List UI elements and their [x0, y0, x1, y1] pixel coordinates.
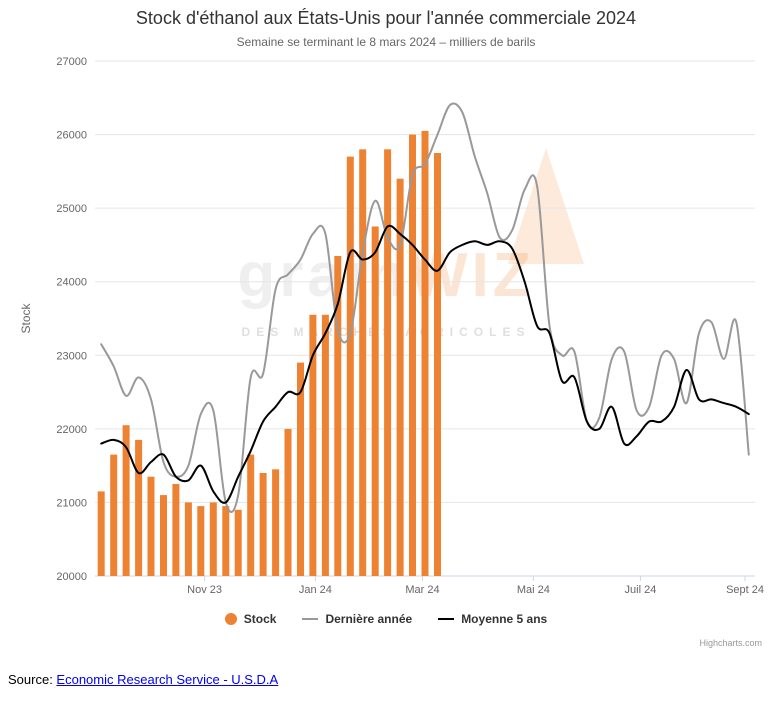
chart-plot-area: 20000 21000 22000 23000 24000 25000 26000 27000… [19, 56, 764, 596]
svg-text:25000: 25000 [56, 203, 87, 215]
svg-text:Nov 23: Nov 23 [187, 584, 222, 596]
legend-label-stock: Stock [243, 612, 277, 626]
average-series-line-icon [438, 618, 455, 620]
legend-label-last-year: Dernière année [325, 612, 413, 626]
svg-text:Sept 24: Sept 24 [726, 584, 764, 596]
legend-item-stock[interactable]: Stock [224, 612, 277, 626]
svg-text:24000: 24000 [56, 277, 87, 289]
last-year-series-line-icon [302, 618, 319, 620]
svg-text:20000: 20000 [56, 571, 87, 583]
chart-subtitle: Semaine se terminant le 8 mars 2024 – mi… [236, 35, 536, 49]
svg-text:22000: 22000 [56, 424, 87, 436]
svg-text:21000: 21000 [56, 497, 87, 509]
chart-legend: Stock Dernière année Moyenne 5 ans [0, 612, 772, 626]
svg-text:Mar 24: Mar 24 [405, 584, 439, 596]
legend-item-5yr-average[interactable]: Moyenne 5 ans [438, 612, 547, 626]
svg-text:26000: 26000 [56, 130, 87, 142]
svg-text:Stock: Stock [19, 302, 33, 333]
source-row: Source: Economic Research Service - U.S.… [8, 672, 278, 687]
stock-series-marker-icon [224, 613, 237, 625]
svg-text:23000: 23000 [56, 350, 87, 362]
highcharts-credits-link[interactable]: Highcharts.com [699, 638, 762, 648]
source-label: Source: [8, 672, 57, 687]
svg-text:Jan 24: Jan 24 [299, 584, 332, 596]
svg-text:Juil 24: Juil 24 [625, 584, 657, 596]
svg-text:Mai 24: Mai 24 [517, 584, 550, 596]
source-link[interactable]: Economic Research Service - U.S.D.A [56, 672, 279, 687]
legend-label-5yr-average: Moyenne 5 ans [461, 612, 548, 626]
chart-title: Stock d'éthanol aux États-Unis pour l'an… [135, 8, 637, 28]
legend-item-last-year[interactable]: Dernière année [302, 612, 412, 626]
svg-text:27000: 27000 [56, 56, 87, 68]
